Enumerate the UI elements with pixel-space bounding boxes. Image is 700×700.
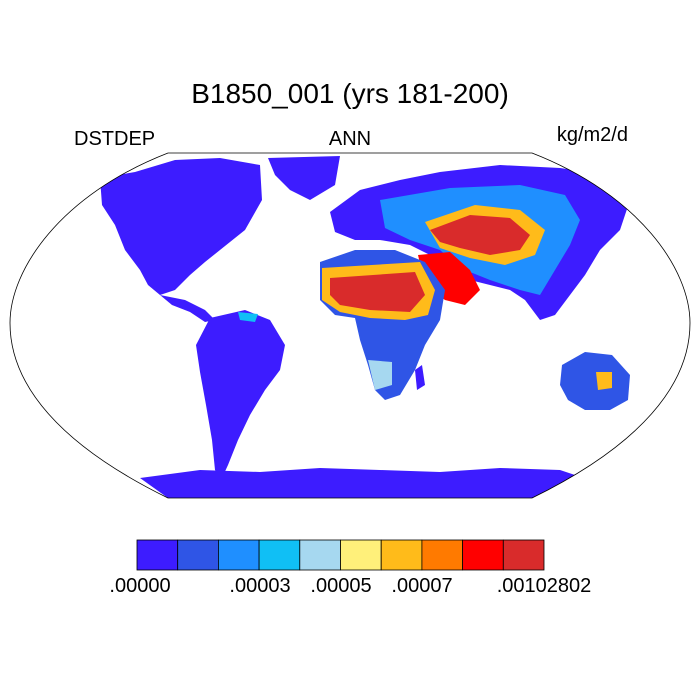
greenland-land [268, 156, 340, 200]
madagascar-land [415, 365, 425, 390]
colorbar-label: .00007 [391, 575, 453, 597]
plot-title: B1850_001 (yrs 181-200) [191, 78, 509, 109]
colorbar-label: .00102802 [496, 575, 592, 597]
south-america-land [196, 310, 285, 478]
colorbar-box [218, 539, 260, 571]
north-america-land [100, 158, 262, 295]
colorbar-label: .00000 [109, 575, 171, 597]
australia-land [560, 352, 630, 410]
colorbar-label: .00005 [310, 575, 372, 597]
colorbar-box [462, 539, 504, 571]
colorbar-box [136, 539, 179, 571]
colorbar-box [380, 539, 423, 571]
units-label: kg/m2/d [556, 124, 628, 146]
left-string: DSTDEP [74, 128, 156, 150]
colorbar-box [258, 539, 301, 571]
colorbar-box [421, 539, 463, 571]
colorbar-box [177, 539, 219, 571]
arabia-dust [418, 252, 480, 305]
colorbar-box [340, 539, 382, 571]
colorbar-label: .00003 [229, 575, 291, 597]
antarctica-land [140, 468, 590, 498]
sahara-core [330, 272, 425, 312]
map-globe-outline [9, 152, 691, 499]
colorbar-box [299, 539, 341, 571]
center-string: ANN [328, 128, 372, 150]
central-america-land [160, 295, 215, 322]
eurasia-core [430, 215, 530, 255]
southern-africa-dust [368, 360, 392, 390]
south-america-coast [238, 312, 258, 322]
australia-dust [596, 372, 612, 390]
colorbar-box [502, 539, 545, 571]
colorbar [136, 539, 545, 571]
